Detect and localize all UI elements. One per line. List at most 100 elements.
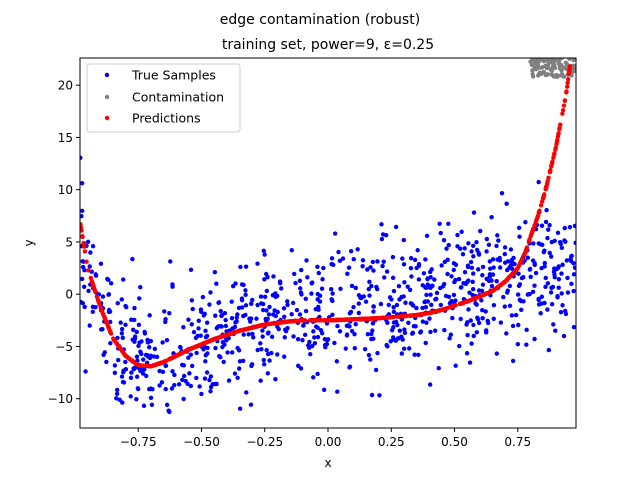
true-sample-point xyxy=(285,302,290,308)
true-sample-point xyxy=(423,257,428,262)
true-sample-point xyxy=(195,333,200,339)
true-sample-point xyxy=(217,354,222,359)
x-tick-label: 0.75 xyxy=(504,435,531,449)
true-sample-point xyxy=(542,248,547,253)
true-sample-point xyxy=(456,276,462,282)
true-sample-point xyxy=(381,259,386,264)
true-sample-point xyxy=(186,317,191,322)
true-sample-point xyxy=(82,304,87,310)
true-sample-point xyxy=(368,265,373,270)
prediction-point xyxy=(560,111,565,116)
true-sample-point xyxy=(553,328,558,333)
prediction-point xyxy=(167,357,172,362)
true-sample-point xyxy=(147,355,153,361)
true-sample-point xyxy=(447,300,453,306)
true-sample-point xyxy=(499,191,505,196)
prediction-point xyxy=(554,138,560,144)
true-sample-point xyxy=(196,326,201,331)
true-sample-point xyxy=(388,339,393,344)
true-sample-point xyxy=(329,286,334,292)
prediction-point xyxy=(388,315,393,320)
true-sample-point xyxy=(527,266,533,272)
true-sample-point xyxy=(208,389,213,394)
true-sample-point xyxy=(134,329,139,335)
true-sample-point xyxy=(558,309,564,315)
true-sample-point xyxy=(188,352,194,357)
true-sample-point xyxy=(138,284,143,290)
true-sample-point xyxy=(243,303,249,308)
true-sample-point xyxy=(427,382,433,387)
true-sample-point xyxy=(163,319,168,325)
true-sample-point xyxy=(172,372,177,378)
legend-label-predictions: Predictions xyxy=(132,111,201,126)
true-sample-point xyxy=(373,367,379,373)
true-sample-point xyxy=(457,343,462,349)
true-sample-point xyxy=(143,352,149,358)
prediction-point xyxy=(564,90,569,95)
y-tick-label: −5 xyxy=(55,340,73,354)
true-sample-point xyxy=(147,345,152,350)
true-sample-point xyxy=(538,311,543,316)
true-sample-point xyxy=(119,331,125,336)
true-sample-point xyxy=(402,327,407,332)
prediction-point xyxy=(106,325,111,330)
true-sample-point xyxy=(425,276,430,281)
true-sample-point xyxy=(163,386,168,392)
true-sample-point xyxy=(239,305,245,310)
true-sample-point xyxy=(279,286,284,291)
x-tick-label: −0.75 xyxy=(120,435,157,449)
true-sample-point xyxy=(401,294,406,299)
true-sample-point xyxy=(275,309,280,315)
true-sample-point xyxy=(501,294,506,300)
true-sample-point xyxy=(445,271,450,277)
legend-marker-contamination xyxy=(104,94,110,100)
y-axis-label: y xyxy=(22,239,36,246)
true-sample-point xyxy=(471,254,476,259)
true-sample-point xyxy=(451,292,457,298)
true-sample-point xyxy=(336,249,341,255)
prediction-point xyxy=(560,107,566,113)
true-sample-point xyxy=(119,374,125,379)
true-sample-point xyxy=(128,375,134,381)
true-sample-point xyxy=(518,298,524,304)
true-sample-point xyxy=(385,320,390,325)
true-sample-point xyxy=(147,313,152,318)
true-sample-point xyxy=(480,307,485,313)
true-sample-point xyxy=(260,334,265,339)
contamination-point xyxy=(570,69,575,74)
true-sample-point xyxy=(469,341,474,346)
prediction-point xyxy=(154,362,159,367)
true-sample-point xyxy=(120,400,125,405)
true-sample-point xyxy=(466,241,471,246)
prediction-point xyxy=(288,319,293,324)
true-sample-point xyxy=(449,274,454,279)
true-sample-point xyxy=(516,322,521,328)
true-sample-point xyxy=(352,346,358,351)
true-sample-point xyxy=(315,371,320,377)
true-sample-point xyxy=(273,377,278,382)
prediction-point xyxy=(130,358,135,364)
true-sample-point xyxy=(369,392,375,398)
y-axis: −10 −5 0 5 10 15 20 xyxy=(48,79,80,406)
prediction-point xyxy=(544,181,550,186)
true-sample-point xyxy=(151,354,157,359)
true-sample-point xyxy=(462,269,468,275)
true-sample-point xyxy=(164,402,170,408)
prediction-point xyxy=(564,84,570,89)
true-sample-point xyxy=(315,334,321,340)
true-sample-point xyxy=(399,351,405,356)
true-sample-point xyxy=(524,327,529,333)
true-sample-point xyxy=(550,284,556,290)
true-sample-point xyxy=(331,262,336,268)
true-sample-point xyxy=(549,254,554,259)
prediction-point xyxy=(292,318,297,324)
contamination-point xyxy=(567,58,572,61)
prediction-point xyxy=(223,333,228,338)
true-sample-point xyxy=(189,363,195,369)
true-sample-point xyxy=(259,347,264,352)
true-sample-point xyxy=(516,225,522,230)
true-sample-point xyxy=(260,307,266,313)
true-sample-point xyxy=(471,271,476,276)
true-sample-point xyxy=(536,296,541,302)
prediction-point xyxy=(108,329,113,334)
